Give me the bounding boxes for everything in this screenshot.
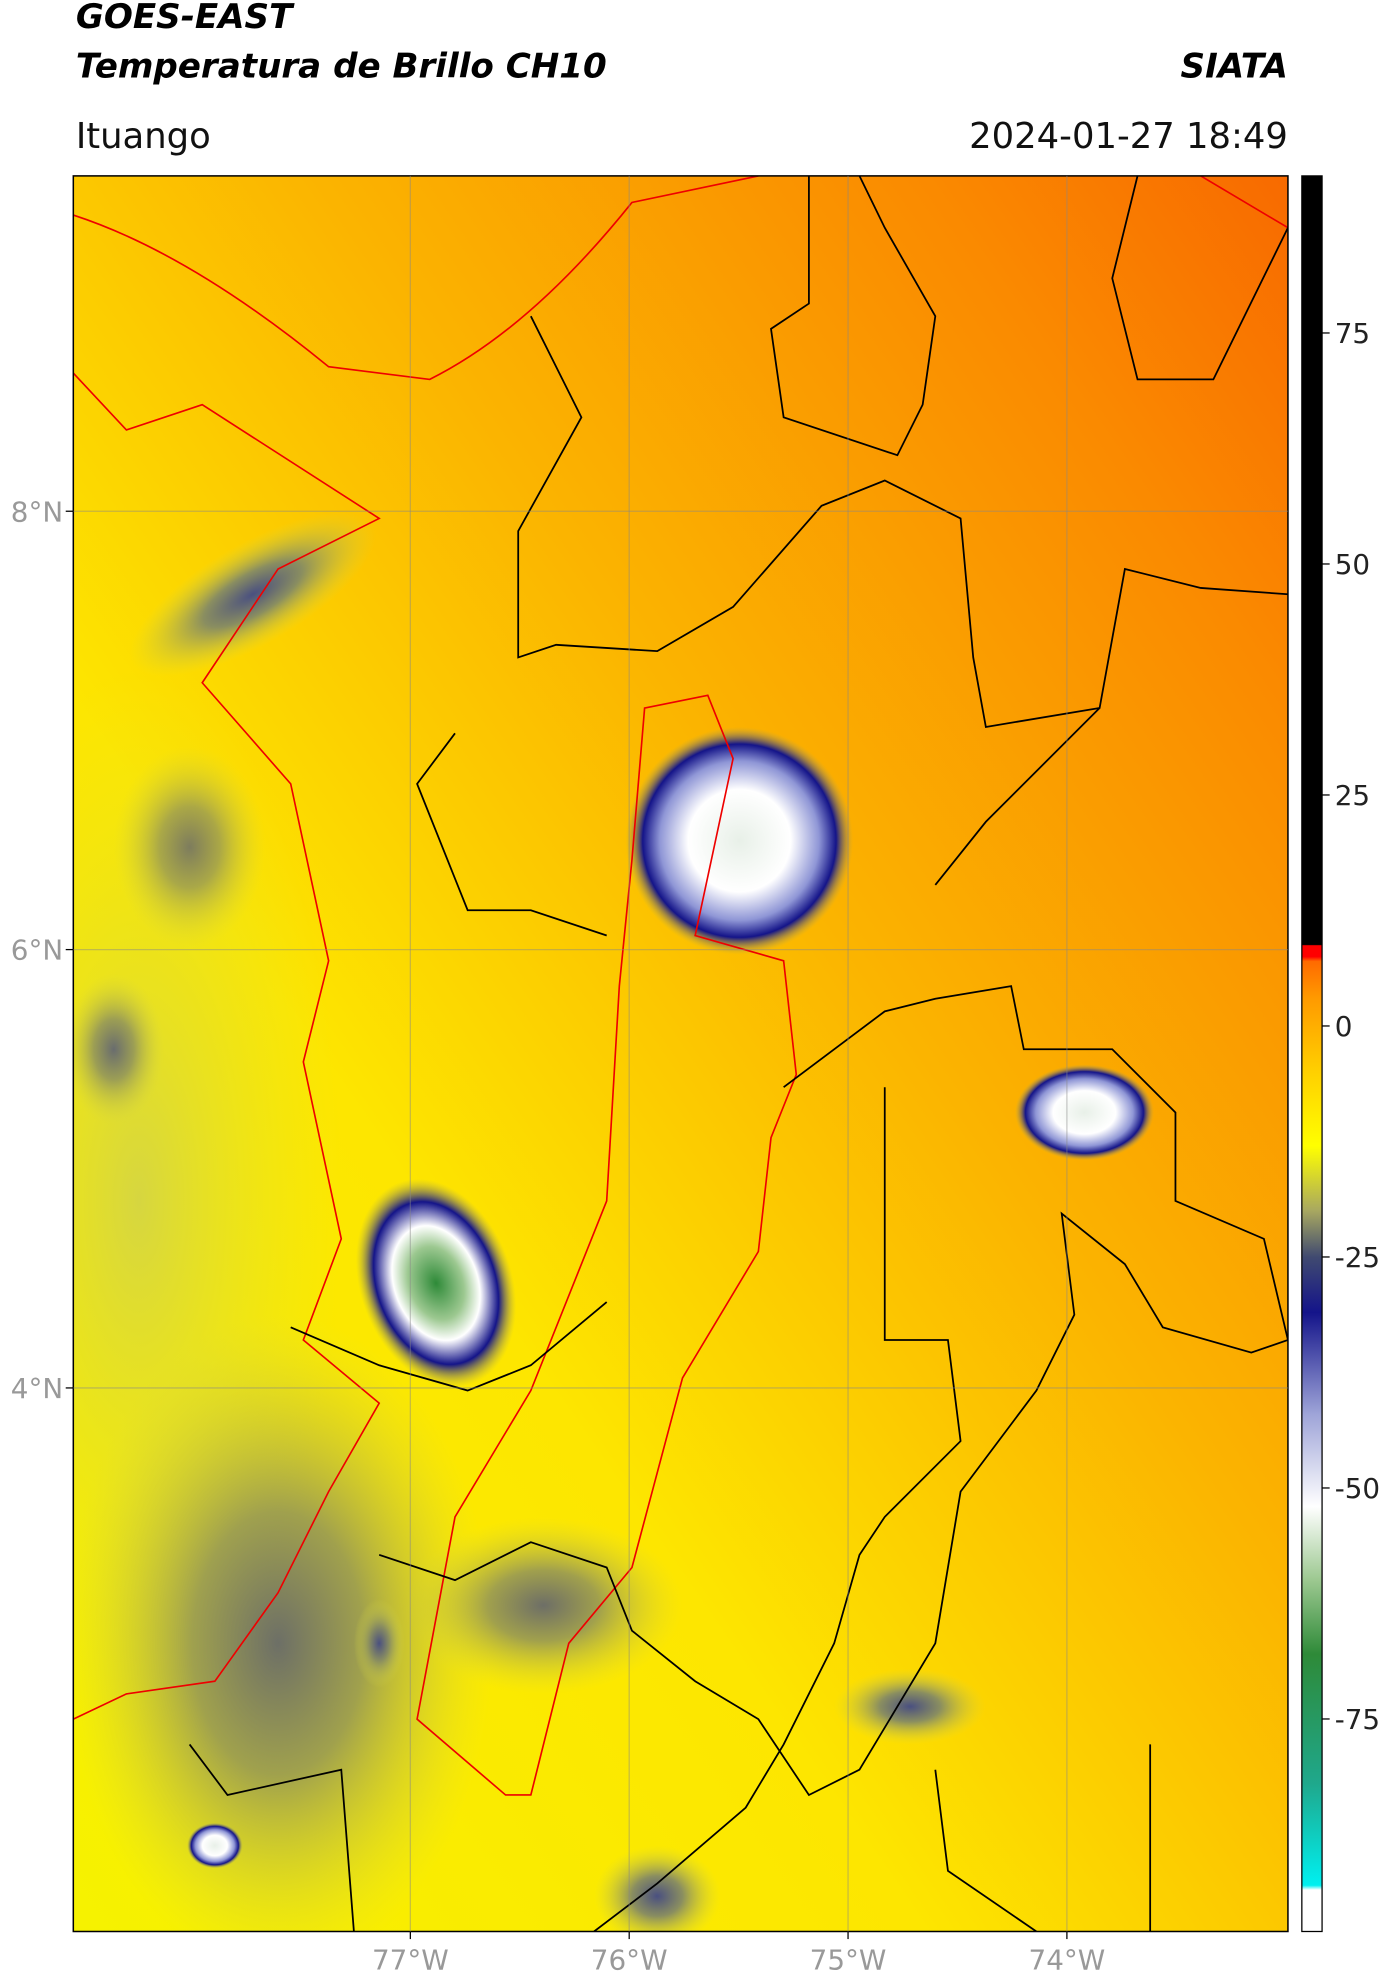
map-image	[73, 175, 1288, 1932]
colorbar-tick-label: 25	[1335, 779, 1370, 812]
colorbar-tick-label: 75	[1335, 317, 1370, 350]
map-frame	[72, 175, 1289, 1933]
x-tick-label: 77°W	[372, 1943, 449, 1976]
title: GOES-EAST	[76, 0, 295, 37]
source: SIATA	[1181, 46, 1288, 86]
x-tick-label: 76°W	[591, 1943, 668, 1976]
timestamp: 2024-01-27 18:49	[969, 116, 1288, 157]
y-tick-label: 4°N	[11, 1372, 63, 1405]
y-tick-label: 8°N	[11, 495, 63, 528]
colorbar-tick-label: -75	[1335, 1703, 1380, 1736]
y-tick-label: 6°N	[11, 934, 63, 967]
x-tick-label: 75°W	[810, 1943, 887, 1976]
subtitle: Temperatura de Brillo CH10	[76, 46, 607, 86]
location: Ituango	[76, 116, 211, 157]
x-tick-label: 74°W	[1029, 1943, 1106, 1976]
colorbar-tick-label: -50	[1335, 1472, 1380, 1505]
colorbar-tick-label: 0	[1335, 1010, 1353, 1043]
colorbar-tick-label: 50	[1335, 548, 1370, 581]
colorbar-scale	[1301, 175, 1323, 1933]
colorbar: 75 50 25 0 -25 -50 -75	[1301, 175, 1380, 1933]
colorbar-tick-label: -25	[1335, 1241, 1380, 1274]
